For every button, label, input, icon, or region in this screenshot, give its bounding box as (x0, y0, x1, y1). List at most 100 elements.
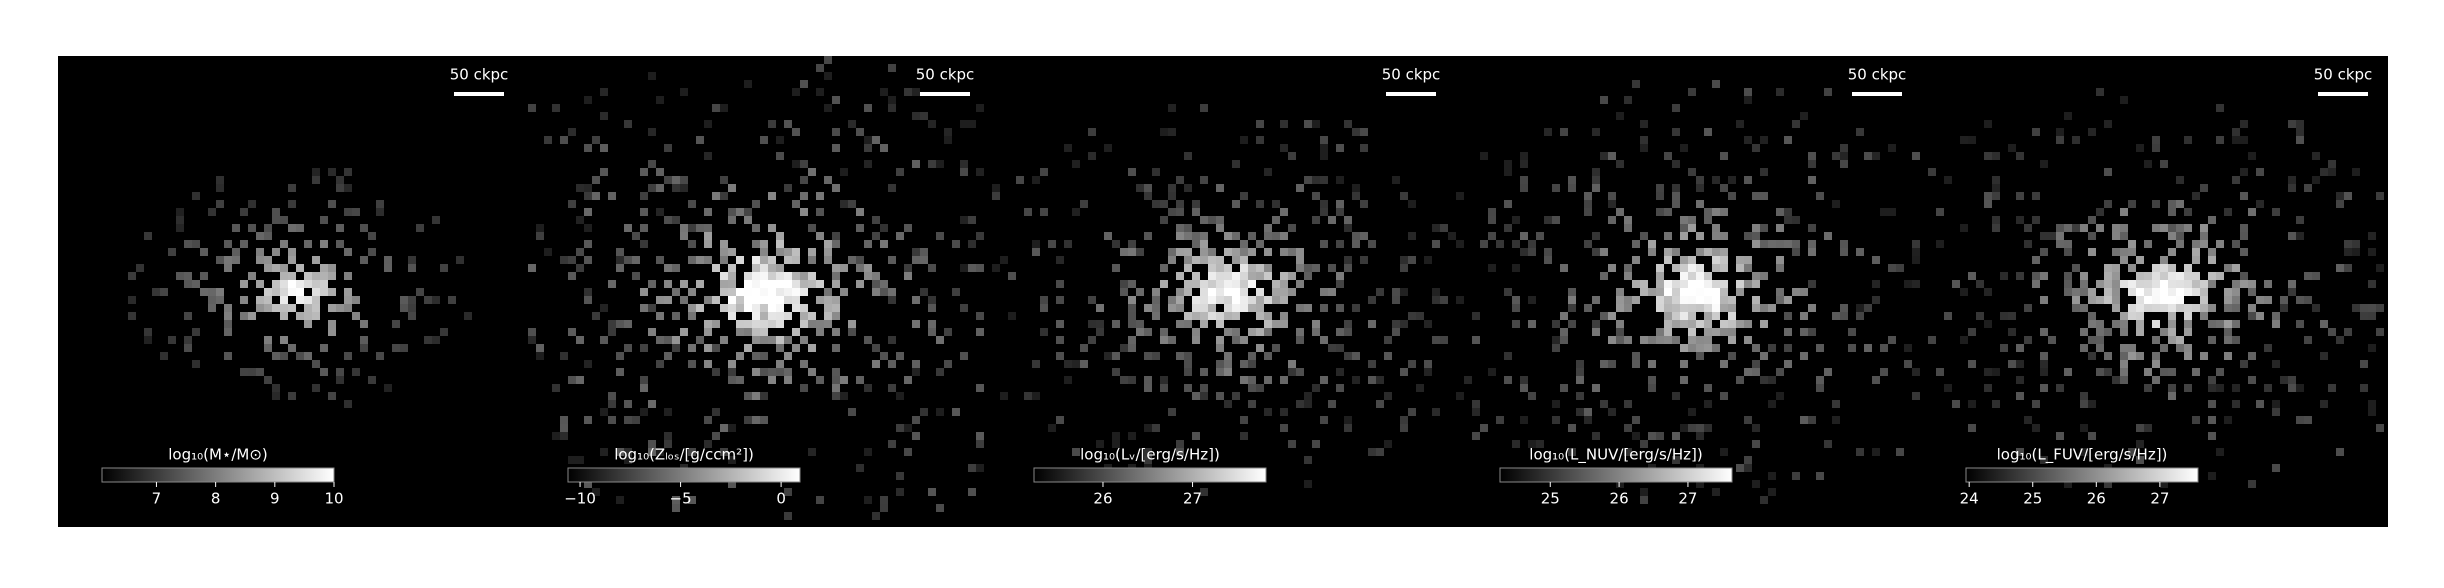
pixel (1664, 152, 1672, 160)
pixel (1296, 280, 1304, 288)
pixel (736, 328, 744, 336)
pixel (2080, 448, 2088, 456)
pixel (2240, 120, 2248, 128)
pixel (736, 288, 744, 296)
pixel (944, 328, 952, 336)
pixel (760, 256, 768, 264)
pixel (2312, 176, 2320, 184)
pixel (608, 328, 616, 336)
pixel (776, 368, 784, 376)
pixel (1688, 336, 1696, 344)
pixel (608, 192, 616, 200)
pixel (816, 208, 824, 216)
pixel (1584, 208, 1592, 216)
pixel (2104, 328, 2112, 336)
colorbar (1965, 467, 2199, 483)
pixel (1680, 224, 1688, 232)
pixel (2312, 152, 2320, 160)
pixel (1568, 296, 1576, 304)
pixel (928, 328, 936, 336)
pixel (624, 456, 632, 464)
pixel (1512, 240, 1520, 248)
pixel (2240, 224, 2248, 232)
pixel (896, 232, 904, 240)
pixel (1752, 144, 1760, 152)
pixel (1688, 216, 1696, 224)
pixel (2024, 224, 2032, 232)
pixel (608, 280, 616, 288)
pixel (2128, 448, 2136, 456)
pixel (1096, 328, 1104, 336)
pixel (688, 288, 696, 296)
pixel (1040, 168, 1048, 176)
pixel (1656, 296, 1664, 304)
pixel (1752, 192, 1760, 200)
pixel (1960, 288, 1968, 296)
pixel (872, 136, 880, 144)
pixel (1840, 152, 1848, 160)
pixel (600, 88, 608, 96)
pixel (1608, 360, 1616, 368)
pixel (696, 136, 704, 144)
pixel (1400, 416, 1408, 424)
pixel (2160, 272, 2168, 280)
pixel (752, 320, 760, 328)
pixel (1312, 328, 1320, 336)
pixel (1360, 232, 1368, 240)
pixel (2024, 336, 2032, 344)
pixel (2248, 208, 2256, 216)
pixel (720, 272, 728, 280)
pixel (1600, 152, 1608, 160)
pixel (1704, 216, 1712, 224)
pixel (1608, 152, 1616, 160)
pixel (664, 176, 672, 184)
pixel (1096, 304, 1104, 312)
pixel (1640, 440, 1648, 448)
pixel (1840, 160, 1848, 168)
pixel (1704, 312, 1712, 320)
pixel (560, 256, 568, 264)
pixel (208, 288, 216, 296)
pixel (1256, 240, 1264, 248)
pixel (1672, 128, 1680, 136)
pixel (1752, 296, 1760, 304)
pixel (1160, 328, 1168, 336)
pixel (792, 288, 800, 296)
pixel (1280, 288, 1288, 296)
pixel (832, 144, 840, 152)
pixel (2256, 312, 2264, 320)
pixel (2296, 232, 2304, 240)
pixel (1176, 440, 1184, 448)
pixel (1560, 384, 1568, 392)
pixel (1296, 400, 1304, 408)
pixel (1968, 272, 1976, 280)
pixel (1696, 200, 1704, 208)
pixel (1296, 304, 1304, 312)
pixel (664, 280, 672, 288)
pixel (2272, 320, 2280, 328)
pixel (1248, 280, 1256, 288)
pixel (1288, 224, 1296, 232)
pixel (688, 360, 696, 368)
pixel (1840, 248, 1848, 256)
pixel (1168, 184, 1176, 192)
pixel (280, 336, 288, 344)
pixel (1304, 264, 1312, 272)
pixel (2184, 224, 2192, 232)
pixel (1808, 176, 1816, 184)
pixel (2016, 376, 2024, 384)
pixel (320, 280, 328, 288)
colorbar-tick-label: 0 (776, 490, 786, 508)
pixel (1176, 320, 1184, 328)
pixel (2344, 328, 2352, 336)
pixel (2272, 464, 2280, 472)
pixel (168, 248, 176, 256)
pixel (808, 272, 816, 280)
pixel (2112, 280, 2120, 288)
pixel (1456, 240, 1464, 248)
pixel (1712, 304, 1720, 312)
pixel (1664, 288, 1672, 296)
pixel (2344, 240, 2352, 248)
pixel (256, 296, 264, 304)
